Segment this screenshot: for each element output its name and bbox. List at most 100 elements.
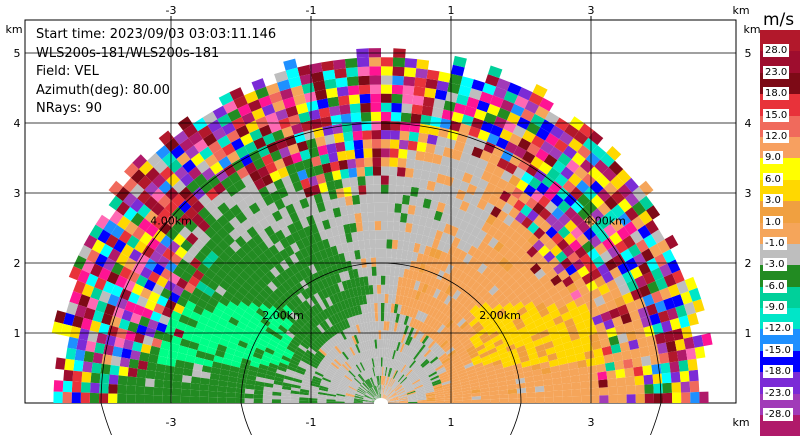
radar-cell — [639, 346, 650, 357]
radar-cell — [376, 267, 381, 276]
radar-cell — [352, 195, 360, 205]
radar-cell — [381, 139, 390, 148]
radar-cell — [381, 94, 392, 103]
radar-cell — [174, 367, 184, 375]
radar-cell — [396, 176, 405, 186]
radar-cell — [338, 160, 348, 170]
radar-cell — [375, 239, 381, 248]
radar-cell — [371, 112, 381, 121]
radar-cell — [588, 373, 598, 382]
radar-cell — [126, 394, 135, 403]
radar-cell — [391, 258, 397, 267]
y-tick-label-right: 2 — [745, 257, 752, 270]
radar-cell — [377, 294, 381, 303]
radar-cell — [217, 397, 226, 403]
radar-cell — [356, 222, 363, 232]
radar-cell — [91, 373, 101, 384]
radar-cell — [490, 399, 499, 403]
radar-cell — [404, 67, 416, 77]
radar-cell — [427, 70, 440, 81]
radar-cell — [399, 131, 409, 141]
radar-cell — [208, 397, 217, 403]
radar-cell — [354, 149, 364, 159]
radar-cell — [410, 122, 421, 132]
range-ring-lower-right — [511, 403, 522, 435]
radar-cell — [578, 367, 588, 375]
radar-cell — [367, 203, 374, 213]
radar-cell — [381, 130, 391, 139]
radar-cell — [385, 285, 390, 294]
radar-cell — [361, 212, 368, 222]
radar-cell — [365, 167, 374, 177]
radar-cell — [349, 94, 360, 104]
radar-cell — [321, 61, 334, 72]
radar-cell — [190, 390, 199, 397]
radar-cell — [112, 346, 123, 357]
radar-cell — [361, 121, 371, 131]
radar-cell — [181, 382, 191, 390]
radar-cell — [120, 357, 130, 367]
radar-cell — [678, 360, 688, 372]
radar-cell — [552, 378, 562, 385]
radar-cell — [535, 392, 544, 398]
radar-cell — [117, 385, 127, 395]
radar-cell — [199, 384, 209, 391]
radar-cell — [121, 348, 132, 359]
radar-cell — [339, 104, 350, 114]
radar-cell — [173, 374, 183, 382]
radar-cell — [374, 212, 381, 221]
radar-cell — [363, 148, 372, 158]
radar-cell — [581, 396, 590, 403]
radar-cell — [372, 267, 377, 276]
radar-cell — [347, 76, 359, 86]
colorbar-unit: m/s — [763, 10, 794, 30]
x-axis-unit-label: km — [732, 416, 749, 429]
radar-cell — [590, 395, 599, 403]
colorbar-level-label: 1.0 — [763, 216, 783, 229]
radar-cell — [399, 140, 409, 150]
radar-cell — [401, 103, 412, 113]
radar-cell — [400, 213, 408, 223]
radar-cell — [364, 157, 373, 167]
colorbar-level-label: -9.0 — [763, 301, 787, 314]
radar-cell — [672, 393, 681, 404]
radar-cell — [363, 139, 373, 149]
radar-cell — [137, 369, 147, 379]
radar-cell — [357, 57, 369, 67]
radar-cell — [381, 239, 387, 248]
radar-cell — [381, 339, 383, 348]
radar-cell — [644, 384, 654, 394]
colorbar-level-label: 12.0 — [763, 130, 789, 143]
colorbar-level-label: 28.0 — [763, 44, 789, 57]
radar-cell — [406, 159, 416, 169]
radar-cell — [405, 168, 414, 178]
radar-cell — [375, 221, 381, 230]
radar-cell — [103, 344, 114, 355]
radar-cell — [411, 113, 422, 123]
radar-cell — [108, 384, 118, 394]
radar-cell — [425, 143, 436, 154]
radar-cell — [53, 392, 62, 403]
radar-cell — [373, 166, 381, 175]
radar-cell — [335, 77, 347, 87]
radar-cell — [341, 113, 352, 123]
radar-cell — [581, 388, 591, 396]
radar-cell — [424, 88, 436, 99]
radar-cell — [635, 385, 645, 395]
radar-cell — [391, 103, 402, 113]
radar-cell — [562, 383, 572, 390]
radar-cell — [654, 393, 663, 403]
radar-cell — [111, 356, 121, 367]
radar-cell — [363, 231, 370, 241]
radar-cell — [660, 363, 670, 374]
radar-cell — [392, 240, 398, 250]
radar-cell — [632, 357, 642, 367]
colorbar-level-label: -23.0 — [763, 387, 793, 400]
radar-cell — [100, 374, 110, 385]
radar-cell — [353, 140, 363, 150]
radar-cell — [99, 383, 109, 393]
radar-cell — [554, 390, 563, 397]
colorbar-segment: -28.0 — [760, 415, 800, 436]
radar-cell — [372, 139, 381, 148]
radar-cell — [338, 95, 350, 105]
